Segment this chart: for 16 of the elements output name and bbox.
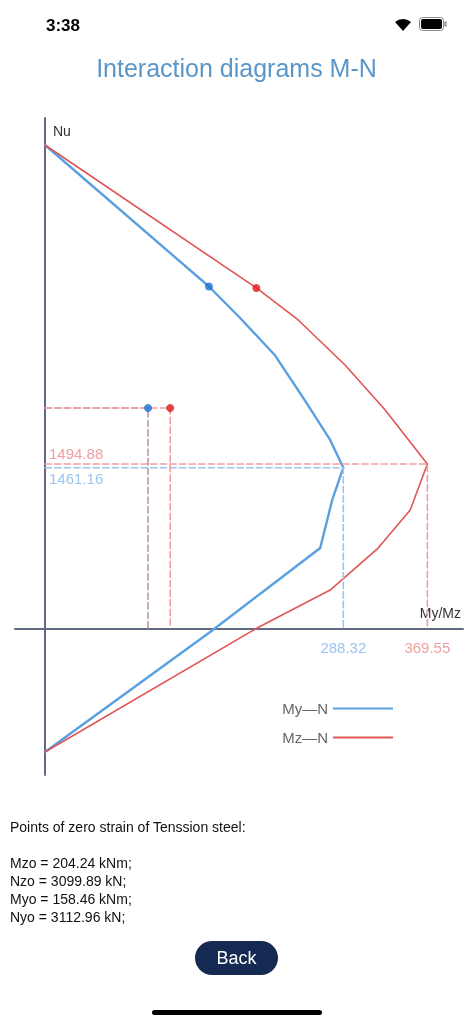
text: Back (195, 941, 278, 975)
text: Nyo = 3112.96 kN; (10, 908, 127, 926)
chart-title: Interaction diagrams M-N (96, 53, 377, 82)
x-axis-title: My/Mz (419, 605, 461, 622)
legend-label: Mz—N (282, 729, 328, 746)
text: Myo = 158.46 kNm; (10, 890, 133, 908)
text: Points of zero strain of Tenssion steel: (10, 818, 246, 836)
text: Nzo = 3099.89 kN; (10, 872, 128, 890)
x-tick-label: 288.32 (320, 639, 367, 657)
text: 3:38 (46, 16, 81, 36)
data-label: 1461.16 (49, 469, 104, 487)
y-axis-title: Nu (53, 123, 71, 139)
text: Mzo = 204.24 kNm; (10, 854, 133, 872)
data-label: 1494.88 (49, 445, 104, 463)
x-tick-label: 369.55 (404, 639, 451, 657)
legend-label: My—N (282, 700, 328, 717)
